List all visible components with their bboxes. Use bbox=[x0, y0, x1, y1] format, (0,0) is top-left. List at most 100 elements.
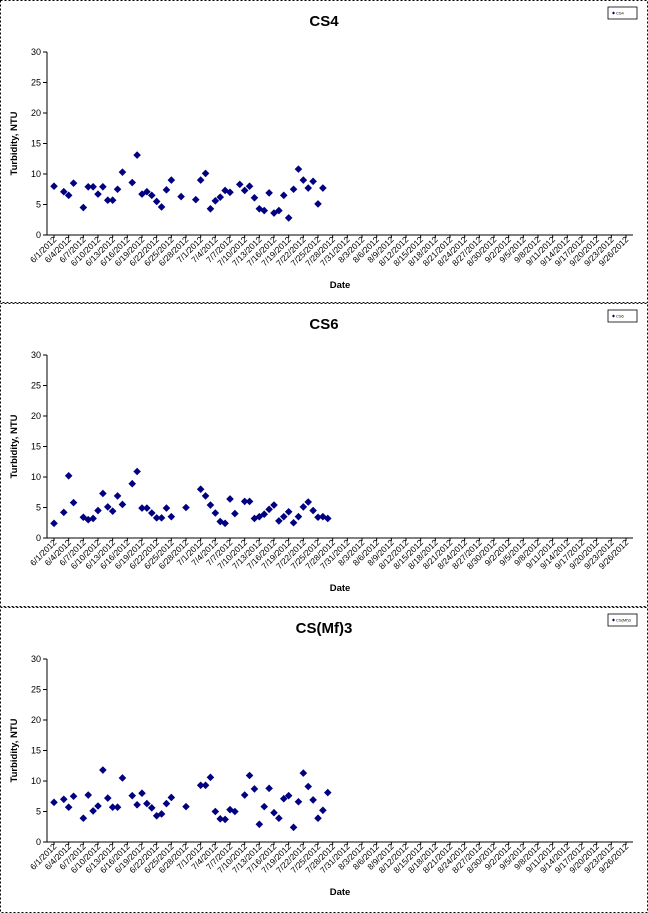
data-point bbox=[182, 503, 190, 512]
data-point bbox=[314, 200, 322, 208]
data-point bbox=[319, 512, 327, 521]
data-point bbox=[299, 769, 308, 777]
chart-frame-cs4 bbox=[0, 0, 648, 303]
data-point bbox=[294, 165, 303, 173]
x-axis-label-cs4: Date bbox=[330, 280, 351, 291]
data-point bbox=[196, 781, 205, 790]
data-point bbox=[128, 178, 137, 187]
data-point bbox=[284, 214, 293, 222]
data-point bbox=[196, 176, 205, 184]
y-tick-label: 5 bbox=[36, 503, 41, 513]
data-point bbox=[133, 467, 141, 476]
data-point bbox=[128, 479, 137, 488]
chart-title-csmf3: CS(Mf)3 bbox=[296, 620, 353, 637]
x-axis-label-csmf3: Date bbox=[330, 887, 351, 898]
data-point bbox=[275, 517, 283, 525]
data-point bbox=[201, 169, 210, 178]
data-point bbox=[118, 168, 127, 176]
legend-cs4: CS4 bbox=[607, 6, 638, 20]
data-point bbox=[323, 514, 332, 523]
data-point bbox=[89, 183, 97, 191]
y-tick-label: 25 bbox=[31, 381, 41, 391]
data-point bbox=[143, 799, 151, 808]
y-tick-label: 0 bbox=[36, 533, 41, 543]
data-point bbox=[103, 794, 112, 802]
data-point bbox=[79, 814, 88, 823]
y-tick-label: 30 bbox=[31, 350, 41, 360]
data-point bbox=[279, 191, 288, 200]
data-point bbox=[206, 204, 215, 213]
data-point bbox=[133, 151, 141, 159]
data-point bbox=[211, 197, 220, 205]
y-tick-label: 15 bbox=[31, 746, 41, 756]
data-point bbox=[50, 182, 58, 190]
series-cs4 bbox=[50, 151, 327, 222]
legend-entry-cs4: CS4 bbox=[616, 10, 625, 15]
data-point bbox=[201, 781, 210, 790]
data-point bbox=[191, 195, 200, 204]
data-point bbox=[138, 504, 146, 512]
data-point bbox=[309, 796, 317, 804]
data-point bbox=[216, 517, 225, 526]
legend-entry-csmf3: CS(Mf)3 bbox=[616, 617, 632, 622]
data-point bbox=[162, 504, 171, 512]
data-point bbox=[143, 187, 151, 196]
data-point bbox=[323, 788, 332, 797]
data-point bbox=[245, 182, 254, 190]
legend-marker-icon bbox=[612, 618, 615, 622]
data-point bbox=[143, 504, 151, 512]
legend-box-csmf3 bbox=[607, 613, 638, 627]
data-point bbox=[270, 501, 278, 509]
data-point bbox=[147, 804, 156, 812]
data-point bbox=[99, 766, 107, 774]
data-point bbox=[99, 183, 107, 191]
data-point bbox=[118, 500, 127, 509]
data-point bbox=[275, 206, 283, 215]
data-point bbox=[167, 512, 176, 521]
data-point bbox=[59, 795, 68, 804]
y-tick-label: 5 bbox=[36, 807, 41, 817]
data-point bbox=[64, 471, 73, 480]
data-point bbox=[240, 791, 249, 799]
data-point bbox=[284, 791, 293, 800]
data-point bbox=[284, 507, 293, 516]
data-point bbox=[94, 506, 102, 515]
data-point bbox=[167, 793, 176, 802]
data-point bbox=[275, 814, 283, 823]
data-point bbox=[69, 179, 78, 187]
data-point bbox=[79, 203, 88, 212]
chart-title-cs4: CS4 bbox=[309, 13, 339, 30]
data-point bbox=[216, 815, 225, 823]
data-point bbox=[103, 503, 112, 511]
data-point bbox=[270, 808, 278, 817]
y-tick-label: 30 bbox=[31, 47, 41, 57]
chart-title-cs6: CS6 bbox=[309, 316, 338, 333]
data-point bbox=[279, 794, 288, 803]
data-point bbox=[226, 188, 234, 197]
data-point bbox=[157, 810, 166, 818]
data-point bbox=[128, 791, 137, 800]
data-point bbox=[162, 186, 171, 194]
data-point bbox=[235, 180, 244, 189]
data-point bbox=[147, 191, 156, 200]
y-tick-label: 30 bbox=[31, 654, 41, 664]
y-tick-label: 10 bbox=[31, 776, 41, 786]
data-point bbox=[206, 501, 215, 509]
data-point bbox=[64, 803, 73, 812]
data-point bbox=[304, 184, 313, 192]
data-point bbox=[260, 206, 269, 215]
data-point bbox=[245, 497, 254, 506]
data-point bbox=[250, 785, 259, 793]
data-point bbox=[59, 187, 68, 196]
chart-frame-cs6 bbox=[0, 303, 648, 607]
data-point bbox=[89, 514, 97, 523]
y-tick-label: 20 bbox=[31, 108, 41, 118]
legend-box-cs4 bbox=[607, 6, 638, 20]
data-point bbox=[133, 800, 141, 809]
y-tick-label: 15 bbox=[31, 139, 41, 149]
data-point bbox=[108, 196, 117, 205]
data-point bbox=[108, 803, 117, 812]
chart-csmf3: CS(Mf)3 CS(Mf)3 Turbidity, NTU 0 5 10 15 20 25 30… bbox=[0, 607, 648, 913]
